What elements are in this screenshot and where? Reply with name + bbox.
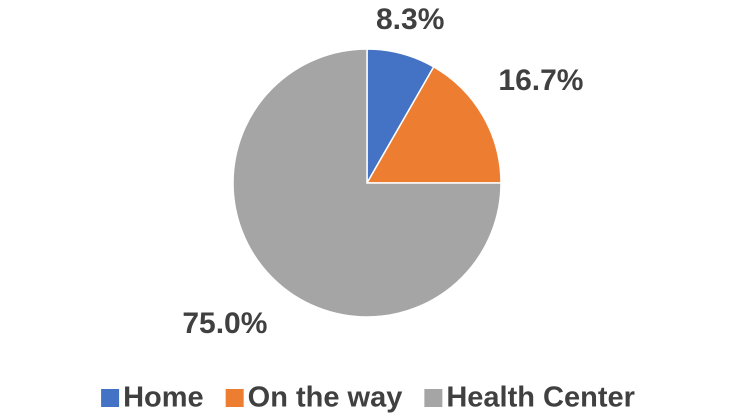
legend-swatch [424, 389, 443, 407]
legend-label: Health Center [446, 382, 635, 414]
data-label: 8.3% [376, 3, 444, 36]
legend-label: On the way [248, 382, 403, 414]
pie-slice [232, 48, 502, 318]
legend-swatch [101, 389, 120, 407]
legend-label: Home [123, 382, 204, 414]
legend-swatch [225, 389, 244, 407]
data-label: 75.0% [182, 307, 267, 340]
data-label: 16.7% [498, 64, 583, 97]
pie-slice [365, 65, 502, 184]
